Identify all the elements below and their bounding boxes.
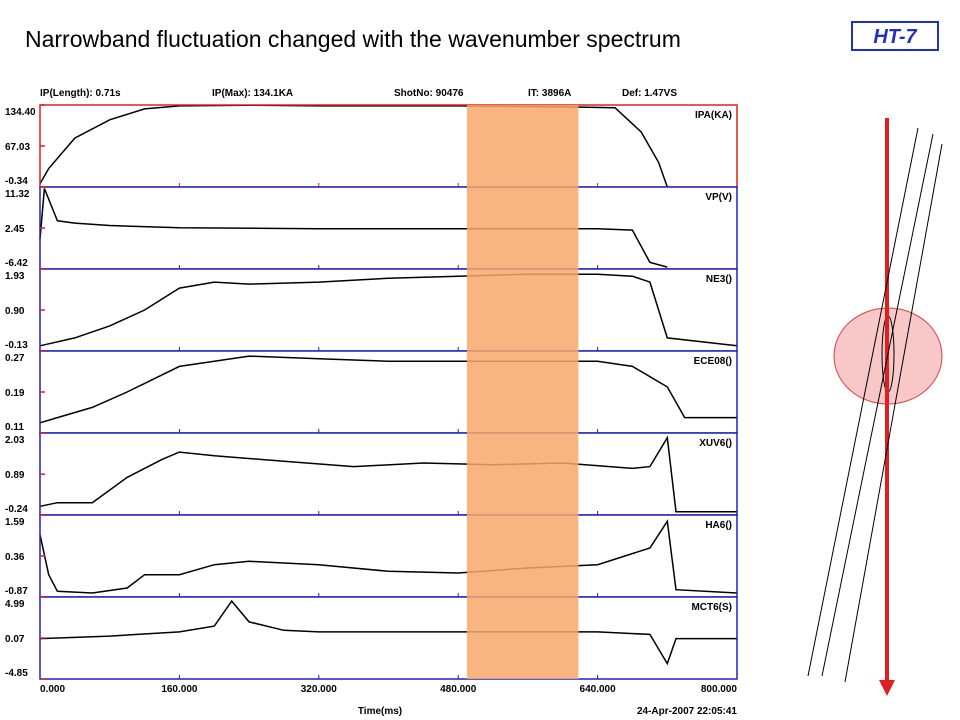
trace [39, 273, 738, 347]
y-tick-label: -0.13 [5, 340, 28, 351]
y-tick-label: 0.07 [5, 634, 25, 645]
beam-arrow [879, 680, 895, 696]
channel-label: MCT6(S) [691, 602, 732, 613]
y-tick-label: 11.32 [5, 189, 30, 200]
highlight-band [466, 105, 579, 679]
y-tick-label: -6.42 [5, 258, 28, 269]
slide-title: Narrowband fluctuation changed with the … [25, 26, 681, 52]
channel-label: IPA(KA) [695, 110, 732, 121]
panels: IP(Length): 0.71s IP(Max): 134.1KA ShotNo:… [5, 88, 738, 717]
y-tick-label: 2.03 [5, 435, 25, 446]
header-text: IT: 3896A [528, 88, 571, 99]
channel-label: HA6() [705, 520, 732, 531]
header-text: Def: 1.47VS [622, 88, 677, 99]
trace [39, 355, 737, 424]
panel-frame [40, 351, 737, 433]
panel-frame [40, 105, 737, 187]
y-tick-label: -0.87 [5, 586, 28, 597]
x-axis-label: Time(ms) [358, 706, 402, 717]
y-tick-label: 0.19 [5, 388, 25, 399]
y-tick-label: 0.90 [5, 306, 25, 317]
y-tick-label: -0.24 [5, 504, 28, 515]
panel-frame [40, 597, 737, 679]
x-tick-label: 640.000 [580, 684, 617, 695]
trace [39, 188, 668, 268]
y-tick-label: 0.89 [5, 470, 25, 481]
badge-box [851, 21, 939, 51]
ray [821, 133, 934, 677]
timestamp: 24-Apr-2007 22:05:41 [637, 706, 737, 717]
channel-label: NE3() [706, 274, 732, 285]
header-text: IP(Length): 0.71s [40, 88, 121, 99]
y-tick-label: 2.45 [5, 224, 25, 235]
x-tick-label: 0.000 [40, 684, 65, 695]
y-tick-label: 67.03 [5, 142, 30, 153]
trace [39, 104, 669, 188]
x-tick-label: 480.000 [440, 684, 477, 695]
channel-label: ECE08() [694, 356, 732, 367]
y-tick-label: 4.99 [5, 599, 25, 610]
channel-label: VP(V) [705, 192, 732, 203]
y-tick-label: -4.85 [5, 668, 28, 679]
y-tick-label: 0.11 [5, 422, 24, 433]
y-tick-label: -0.34 [5, 176, 28, 187]
x-tick-label: 800.000 [701, 684, 738, 695]
y-tick-label: 0.27 [5, 353, 25, 364]
panel-frame [40, 269, 737, 351]
x-tick-label: 320.000 [301, 684, 338, 695]
trace [39, 519, 738, 594]
x-tick-label: 160.000 [161, 684, 198, 695]
ray [844, 143, 943, 683]
header-text: ShotNo: 90476 [394, 88, 464, 99]
ray [807, 127, 919, 677]
diagram [807, 118, 943, 696]
trace [39, 435, 737, 513]
y-tick-label: 134.40 [5, 107, 36, 118]
y-tick-label: 1.93 [5, 271, 25, 282]
y-tick-label: 1.59 [5, 517, 25, 528]
panel-frame [40, 515, 737, 597]
panel-frame [40, 433, 737, 515]
header-text: IP(Max): 134.1KA [212, 88, 293, 99]
y-tick-label: 0.36 [5, 552, 25, 563]
channel-label: XUV6() [699, 438, 732, 449]
trace [39, 599, 737, 666]
badge: HT-7 [873, 26, 917, 48]
